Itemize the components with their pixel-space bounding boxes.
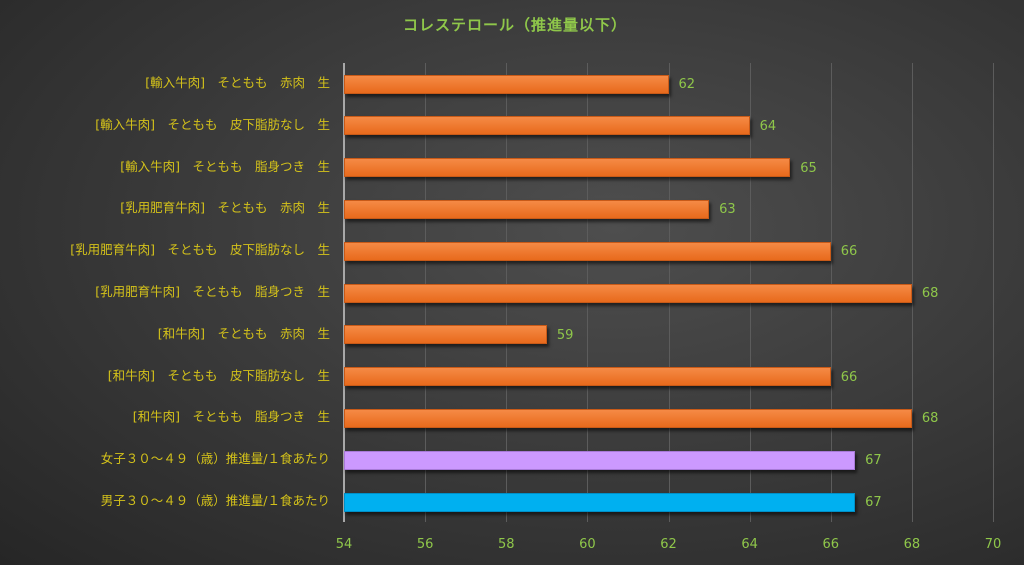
x-tick-label: 62 (660, 537, 677, 552)
bar (344, 158, 791, 178)
data-label: 62 (678, 77, 696, 92)
category-label: [輸入牛肉] そともも 皮下脂肪なし 生 (95, 116, 330, 132)
data-label: 63 (719, 202, 736, 218)
bar (344, 116, 750, 136)
chart-title: コレステロール（推進量以下） (402, 16, 627, 34)
category-label: 男子３０～４９（歳）推進量/１食あたり (100, 493, 330, 508)
category-label: 女子３０～４９（歳）推進量/１食あたり (100, 451, 330, 467)
data-label: 64 (759, 118, 777, 134)
x-tick-label: 58 (497, 537, 515, 552)
x-tick-label: 56 (416, 537, 434, 552)
data-label: 67 (865, 495, 882, 510)
gridline (993, 63, 994, 522)
category-label: [乳用肥育牛肉] そともも 赤肉 生 (120, 200, 330, 216)
x-tick-label: 68 (903, 537, 921, 552)
category-label: [和牛肉] そともも 脂身つき 生 (132, 409, 330, 425)
x-tick-label: 54 (335, 537, 353, 552)
bar (344, 241, 831, 261)
bar (344, 408, 912, 428)
gridline (911, 63, 913, 522)
x-tick-label: 64 (741, 537, 758, 552)
data-label: 66 (840, 369, 858, 385)
x-tick-label: 66 (822, 537, 840, 552)
bar (344, 492, 856, 512)
data-label: 66 (840, 244, 858, 260)
bar (344, 325, 547, 345)
data-label: 59 (556, 327, 574, 343)
category-label: [和牛肉] そともも 赤肉 生 (157, 325, 330, 341)
bar (344, 283, 912, 303)
category-label: [乳用肥育牛肉] そともも 皮下脂肪なし 生 (70, 242, 330, 258)
data-label: 68 (921, 286, 939, 301)
x-tick-label: 70 (984, 537, 1002, 552)
category-label: [乳用肥育牛肉] そともも 脂身つき 生 (95, 284, 330, 299)
bar (344, 74, 669, 94)
category-label: [輸入牛肉] そともも 脂身つき 生 (120, 158, 330, 174)
bar (344, 450, 856, 470)
data-label: 67 (865, 453, 882, 469)
x-tick-label: 60 (579, 537, 596, 552)
category-label: [和牛肉] そともも 皮下脂肪なし 生 (107, 367, 330, 383)
bar (344, 199, 710, 219)
category-label: [輸入牛肉] そともも 赤肉 生 (145, 75, 330, 90)
data-label: 68 (921, 411, 939, 427)
bar (344, 367, 831, 387)
data-label: 65 (800, 160, 817, 176)
